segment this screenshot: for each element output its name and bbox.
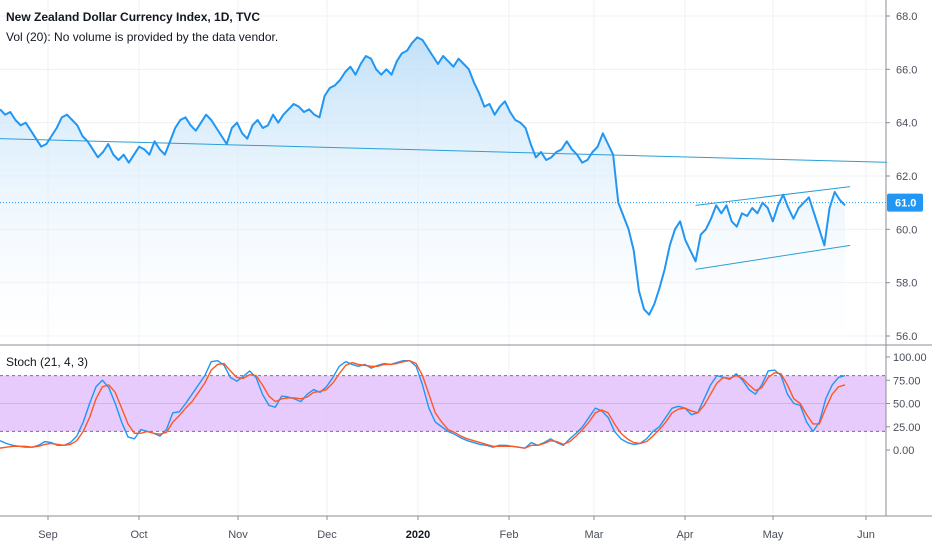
stoch-d-line[interactable] (0, 360, 846, 449)
stoch-pane[interactable] (0, 360, 886, 449)
x-axis-strip (0, 517, 932, 550)
price-y-tick-label: 64.0 (896, 118, 917, 130)
current-price-badge-bg (887, 193, 923, 212)
stoch-y-tick-label: 0.00 (893, 445, 914, 457)
x-tick-label: Sep (38, 529, 58, 541)
stoch-y-tick-label: 50.00 (893, 399, 921, 411)
stoch-y-tick-label: 25.00 (893, 422, 921, 434)
x-tick-label: Jun (857, 529, 875, 541)
price-y-tick-label: 68.0 (896, 11, 917, 23)
current-price-badge-text: 61.0 (895, 198, 916, 210)
x-tick-label: Nov (228, 529, 248, 541)
trend-line-3[interactable] (695, 244, 851, 270)
price-pane[interactable] (0, 36, 902, 345)
price-series-line[interactable] (0, 36, 846, 316)
x-tick-label: Feb (500, 529, 519, 541)
current-price-badge: 61.0 (887, 193, 923, 212)
price-y-tick-label: 60.0 (896, 224, 917, 236)
trend-line-1[interactable] (0, 138, 902, 164)
x-tick-label: 2020 (406, 529, 430, 541)
chart-title: New Zealand Dollar Currency Index, 1D, T… (6, 10, 261, 24)
y-axis-strip (887, 0, 932, 550)
price-y-tick-label: 66.0 (896, 64, 917, 76)
price-y-tick-label: 58.0 (896, 278, 917, 290)
trend-line-2[interactable] (695, 186, 851, 206)
stoch-k-line[interactable] (0, 360, 846, 449)
price-y-tick-label: 62.0 (896, 171, 917, 183)
x-tick-label: Apr (676, 529, 693, 541)
stoch-legend: Stoch (21, 4, 3) (6, 355, 89, 369)
x-tick-label: Mar (585, 529, 604, 541)
price-y-tick-label: 56.0 (896, 331, 917, 343)
x-tick-label: Dec (317, 529, 337, 541)
stoch-y-tick-label: 75.00 (893, 375, 921, 387)
x-tick-label: May (763, 529, 784, 541)
volume-note: Vol (20): No volume is provided by the d… (6, 30, 279, 44)
price-area-fill (0, 37, 845, 345)
x-tick-label: Oct (130, 529, 147, 541)
stoch-y-tick-label: 100.00 (893, 352, 927, 364)
